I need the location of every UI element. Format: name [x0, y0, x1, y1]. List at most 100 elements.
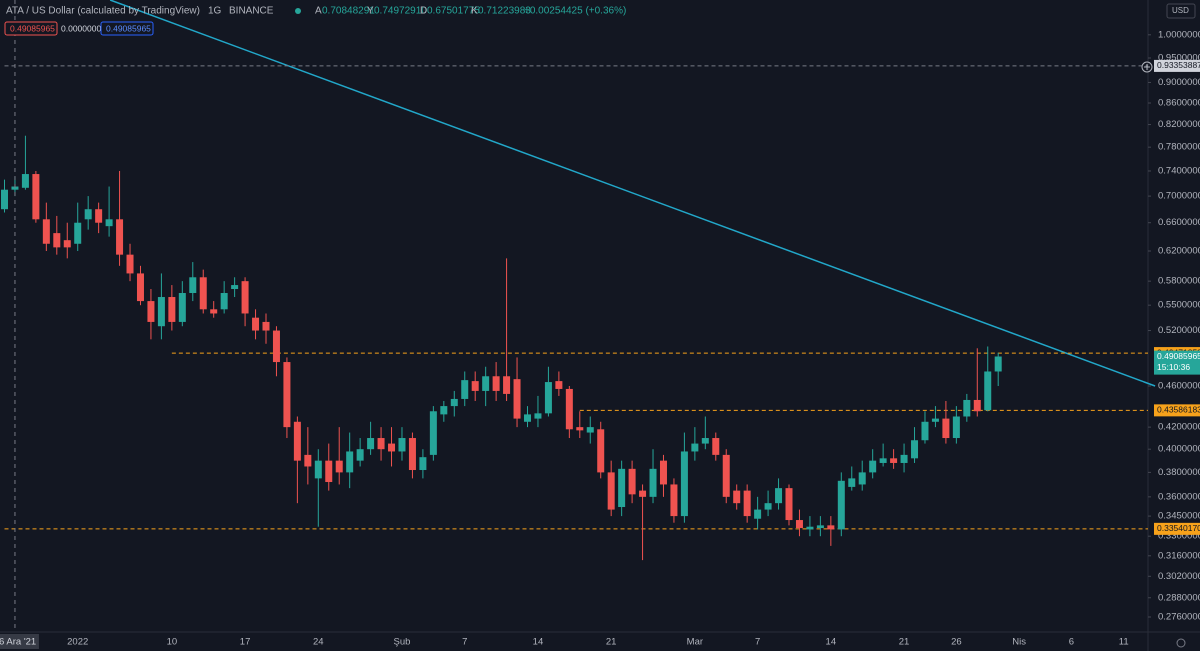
candle-body — [795, 520, 803, 529]
y-tick-label: 0.58000000 — [1158, 276, 1200, 287]
candle-body — [388, 443, 396, 452]
candle-body — [262, 321, 270, 331]
candle-body — [712, 438, 720, 455]
y-tick-label: 0.62000000 — [1158, 246, 1200, 257]
candle-body — [210, 309, 218, 314]
candle-body — [398, 438, 406, 452]
candle-body — [63, 240, 71, 248]
plus-icon[interactable] — [1141, 61, 1153, 73]
interval: 1G — [208, 6, 222, 17]
last-price-badge — [1154, 350, 1200, 375]
candle-body — [42, 219, 50, 244]
y-tick-label: 0.78000000 — [1158, 142, 1200, 153]
plus-icon-cross — [1144, 64, 1150, 70]
change: +0.00254425 (+0.36%) — [524, 6, 626, 17]
candle-body — [356, 449, 364, 461]
candle-body — [105, 219, 113, 227]
candle-body — [963, 399, 971, 417]
candle-body — [11, 186, 19, 190]
candle-body — [597, 429, 605, 473]
ohlc-key: A — [315, 6, 322, 17]
ohlc-key: Y — [367, 6, 374, 17]
exchange: BINANCE — [229, 6, 274, 17]
currency-button[interactable] — [1166, 3, 1196, 19]
x-tick-label: 6 — [1069, 637, 1074, 648]
price-badge-label: 0.43586183 — [1157, 405, 1200, 415]
x-tick-label: 21 — [899, 637, 910, 648]
candle-body — [21, 174, 29, 188]
y-tick-label: 0.34500000 — [1158, 511, 1200, 522]
candle-body — [95, 209, 103, 223]
y-tick-label: 0.33000000 — [1158, 531, 1200, 542]
candle-body — [461, 380, 469, 399]
candle-body — [32, 174, 40, 220]
candle-body — [764, 503, 772, 510]
x-tick-label: Nis — [1012, 637, 1026, 648]
candle-body — [419, 457, 427, 471]
ohlc-key: K — [471, 6, 478, 17]
candle-body — [733, 490, 741, 504]
candle-body — [827, 525, 835, 530]
candle-body — [189, 277, 197, 294]
price-badge-label: 0.33540170 — [1157, 523, 1200, 533]
candle-body — [659, 460, 667, 485]
candle-body — [544, 382, 552, 414]
ohlc-key: D — [420, 6, 427, 17]
settings-icon[interactable] — [1176, 638, 1186, 648]
price-badge-label: 0.93353887 — [1157, 60, 1200, 70]
candle-body — [701, 438, 709, 444]
candle-body — [670, 484, 678, 517]
y-tick-label: 0.40000000 — [1158, 444, 1200, 455]
candle-body — [53, 233, 61, 248]
candle-body — [84, 209, 92, 220]
x-tick-label: 14 — [826, 637, 837, 648]
candle-body — [450, 398, 458, 407]
candle-body — [136, 273, 144, 302]
candle-body — [921, 421, 929, 441]
candle-body — [952, 416, 960, 439]
candle-body — [576, 427, 584, 431]
price-badge — [1154, 59, 1200, 72]
x-tick-label: 7 — [462, 637, 467, 648]
candle-body — [722, 454, 730, 497]
candle-body — [482, 376, 490, 391]
candle-body — [503, 376, 511, 394]
candle-body — [314, 460, 322, 479]
candle-body — [147, 301, 155, 322]
candle-body — [524, 414, 531, 422]
countdown: 15:10:36 — [1157, 362, 1190, 372]
x-tick-label: 26 Ara '21 — [0, 637, 36, 648]
y-tick-label: 0.52000000 — [1158, 325, 1200, 336]
candle-body — [680, 451, 688, 517]
sell-box[interactable] — [4, 21, 58, 36]
candle-body — [241, 281, 249, 314]
symbol: ATA / US Dollar (calculated by TradingVi… — [6, 6, 200, 17]
candle-body — [126, 254, 134, 274]
trend-line — [109, 0, 1156, 387]
candle-body — [806, 526, 814, 530]
x-tick-label: 24 — [313, 637, 324, 648]
y-tick-label: 0.66000000 — [1158, 217, 1200, 228]
ohlc-value: 0.67501775 — [427, 6, 480, 17]
y-tick-label: 0.95000000 — [1158, 53, 1200, 64]
y-tick-label: 1.00000000 — [1158, 29, 1200, 40]
x-tick-label: Mar — [687, 637, 703, 648]
x-tick-label: 14 — [533, 637, 544, 648]
candle-body — [565, 388, 573, 430]
candle-body — [628, 468, 636, 495]
candle-body — [973, 399, 981, 412]
candle-body — [900, 454, 908, 463]
candle-body — [879, 458, 887, 463]
candle-body — [272, 330, 280, 363]
candle-body — [74, 222, 82, 244]
candle-body — [837, 480, 845, 530]
candle-body — [984, 371, 992, 411]
y-tick-label: 0.90000000 — [1158, 77, 1200, 88]
buy-box[interactable] — [100, 21, 154, 36]
candle-body — [931, 418, 939, 422]
last-price-label: 0.49085965 — [1157, 351, 1200, 361]
candle-body — [367, 438, 375, 450]
y-tick-label: 0.46000000 — [1158, 381, 1200, 392]
